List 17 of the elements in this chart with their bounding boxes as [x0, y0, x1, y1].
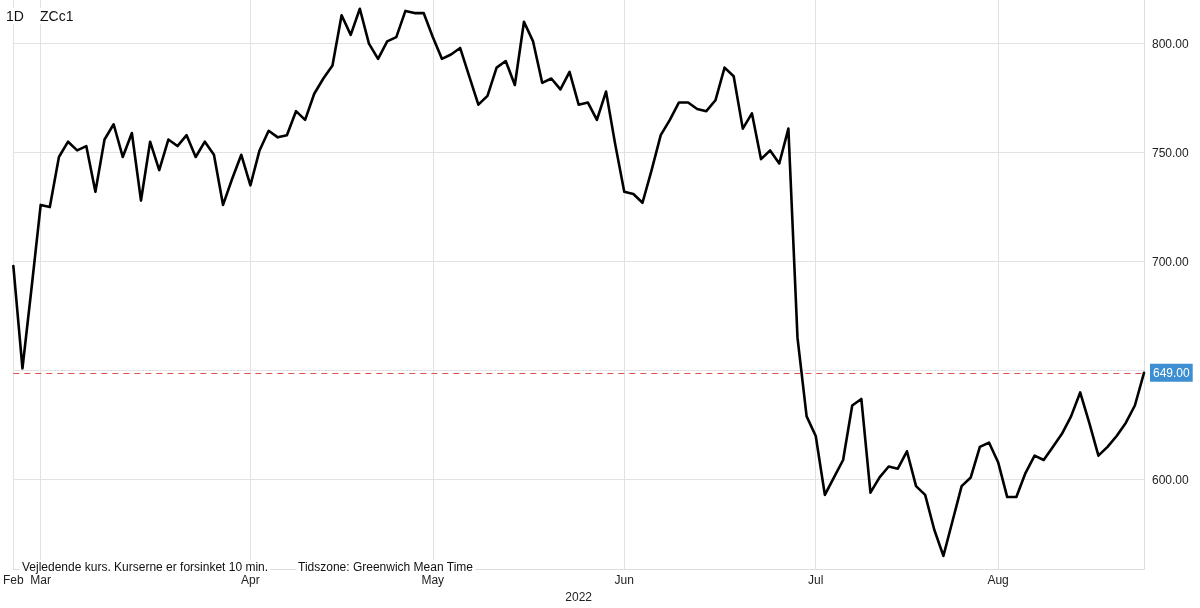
x-tick-label: Feb — [3, 573, 24, 587]
annotation: Vejledende kurs. Kurserne er forsinket 10 min. — [22, 560, 269, 574]
x-tick-label: Jul — [808, 573, 824, 587]
x-tick-label: Jun — [614, 573, 634, 587]
annotation: 1D — [6, 8, 24, 24]
x-tick-label: Aug — [987, 573, 1009, 587]
annotation: Tidszone: Greenwich Mean Time — [298, 560, 474, 574]
y-tick-label: 700.00 — [1152, 254, 1190, 269]
x-tick-label: May — [421, 573, 445, 587]
ref-line-label: 649.00 — [1153, 365, 1191, 380]
y-tick-label: 750.00 — [1152, 145, 1190, 160]
x-tick-label: Mar — [30, 573, 52, 587]
annotation: ZCc1 — [40, 8, 74, 24]
x-tick-label: Apr — [241, 573, 260, 587]
x-axis-title: 2022 — [565, 590, 593, 604]
y-tick-label: 800.00 — [1152, 36, 1190, 51]
y-tick-label: 600.00 — [1152, 472, 1190, 487]
